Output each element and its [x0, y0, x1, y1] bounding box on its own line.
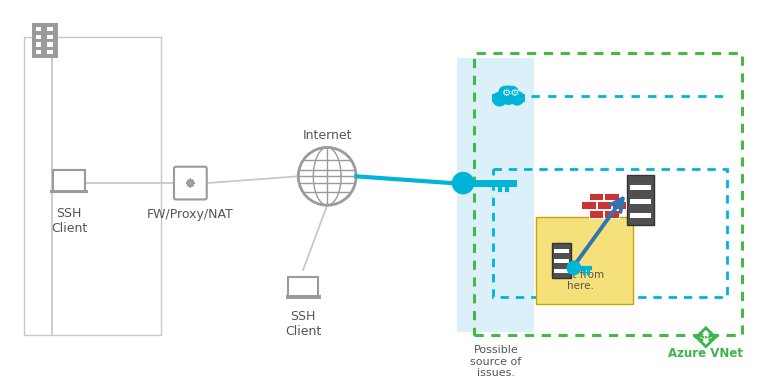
FancyBboxPatch shape: [630, 213, 651, 218]
Text: Test from
here.: Test from here.: [557, 270, 604, 291]
FancyBboxPatch shape: [604, 193, 618, 200]
Text: SSH
Client: SSH Client: [285, 310, 322, 338]
Circle shape: [498, 86, 511, 99]
Circle shape: [492, 92, 507, 106]
FancyBboxPatch shape: [581, 201, 595, 209]
FancyBboxPatch shape: [630, 185, 651, 190]
FancyBboxPatch shape: [554, 249, 569, 253]
FancyBboxPatch shape: [554, 259, 569, 263]
FancyBboxPatch shape: [48, 27, 53, 31]
FancyBboxPatch shape: [285, 295, 321, 299]
Circle shape: [702, 336, 704, 339]
Circle shape: [510, 91, 524, 106]
FancyBboxPatch shape: [457, 58, 534, 332]
Circle shape: [453, 172, 473, 194]
FancyBboxPatch shape: [612, 201, 626, 209]
Text: Possible
source of
issues.: Possible source of issues.: [470, 345, 521, 378]
FancyBboxPatch shape: [552, 243, 571, 278]
FancyBboxPatch shape: [630, 199, 651, 205]
FancyBboxPatch shape: [589, 210, 603, 218]
FancyBboxPatch shape: [50, 190, 88, 193]
FancyBboxPatch shape: [48, 50, 53, 54]
FancyBboxPatch shape: [597, 201, 611, 209]
FancyBboxPatch shape: [288, 277, 318, 297]
FancyBboxPatch shape: [35, 27, 42, 31]
FancyBboxPatch shape: [48, 34, 53, 39]
FancyBboxPatch shape: [554, 269, 569, 273]
Circle shape: [705, 336, 707, 339]
FancyBboxPatch shape: [35, 50, 42, 54]
FancyBboxPatch shape: [53, 170, 85, 192]
Circle shape: [298, 147, 356, 205]
Circle shape: [507, 86, 519, 98]
FancyBboxPatch shape: [174, 167, 207, 200]
FancyBboxPatch shape: [35, 34, 42, 39]
FancyBboxPatch shape: [32, 23, 58, 58]
FancyBboxPatch shape: [35, 42, 42, 47]
Text: Azure VNet: Azure VNet: [668, 347, 743, 360]
FancyBboxPatch shape: [48, 42, 53, 47]
Text: ⚙⚙: ⚙⚙: [502, 87, 520, 98]
FancyBboxPatch shape: [604, 210, 618, 218]
Text: FW/Proxy/NAT: FW/Proxy/NAT: [147, 208, 234, 221]
Circle shape: [708, 336, 710, 339]
FancyBboxPatch shape: [537, 217, 633, 303]
Circle shape: [499, 85, 518, 105]
Text: Internet: Internet: [302, 129, 352, 142]
FancyBboxPatch shape: [492, 94, 525, 102]
Text: SSH
Client: SSH Client: [51, 207, 87, 235]
FancyBboxPatch shape: [589, 193, 603, 200]
Circle shape: [567, 261, 581, 275]
FancyBboxPatch shape: [627, 175, 654, 226]
